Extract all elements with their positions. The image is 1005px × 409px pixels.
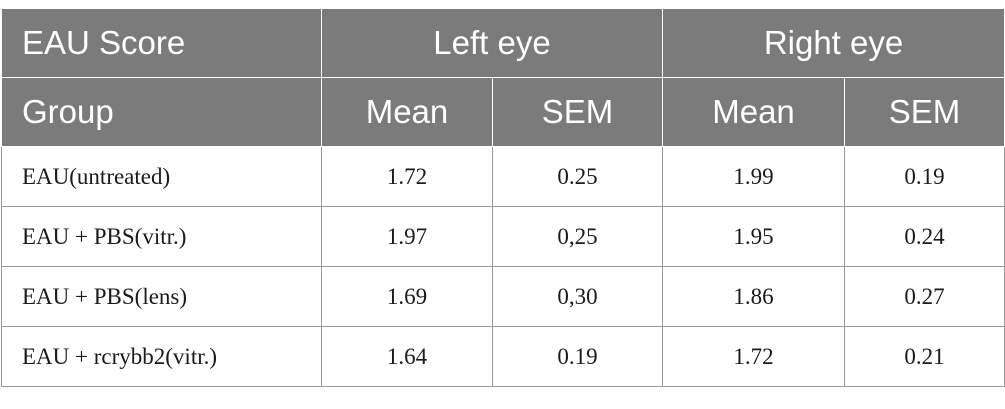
header-group: Group (1, 77, 322, 147)
table-header: EAU Score Left eye Right eye Group Mean … (1, 8, 1005, 147)
cell-right-mean: 1.99 (662, 146, 846, 207)
cell-left-sem: 0.25 (491, 146, 664, 207)
header-left-sem: SEM (491, 77, 664, 147)
cell-left-mean: 1.72 (321, 146, 493, 207)
cell-left-mean: 1.97 (321, 206, 493, 267)
cell-left-sem: 0,25 (491, 206, 664, 267)
header-right-eye: Right eye (662, 8, 1005, 78)
table-body: EAU(untreated) 1.72 0.25 1.99 0.19 EAU +… (1, 146, 1005, 387)
table-row: EAU + PBS(lens) 1.69 0,30 1.86 0.27 (1, 266, 1005, 327)
header-right-mean: Mean (662, 77, 846, 147)
cell-group: EAU(untreated) (1, 146, 322, 207)
header-right-sem: SEM (844, 77, 1005, 147)
table-row: EAU + rcrybb2(vitr.) 1.64 0.19 1.72 0.21 (1, 326, 1005, 387)
cell-left-mean: 1.69 (321, 266, 493, 327)
header-row-stats: Group Mean SEM Mean SEM (1, 77, 1005, 147)
cell-right-mean: 1.72 (662, 326, 846, 387)
header-left-eye: Left eye (320, 8, 664, 78)
cell-right-sem: 0.24 (844, 206, 1005, 267)
header-row-eye: EAU Score Left eye Right eye (1, 8, 1005, 78)
cell-right-sem: 0.19 (844, 146, 1005, 207)
cell-group: EAU + PBS(lens) (1, 266, 322, 327)
cell-group: EAU + PBS(vitr.) (1, 206, 322, 267)
eau-score-table: EAU Score Left eye Right eye Group Mean … (1, 8, 1005, 387)
table-row: EAU + PBS(vitr.) 1.97 0,25 1.95 0.24 (1, 206, 1005, 267)
table-row: EAU(untreated) 1.72 0.25 1.99 0.19 (1, 146, 1005, 207)
cell-right-mean: 1.95 (662, 206, 846, 267)
cell-right-sem: 0.21 (844, 326, 1005, 387)
cell-right-sem: 0.27 (844, 266, 1005, 327)
cell-right-mean: 1.86 (662, 266, 846, 327)
header-left-mean: Mean (321, 77, 493, 147)
header-eau-score: EAU Score (1, 8, 322, 78)
cell-group: EAU + rcrybb2(vitr.) (1, 326, 322, 387)
cell-left-sem: 0.19 (491, 326, 664, 387)
cell-left-sem: 0,30 (491, 266, 664, 327)
cell-left-mean: 1.64 (321, 326, 493, 387)
